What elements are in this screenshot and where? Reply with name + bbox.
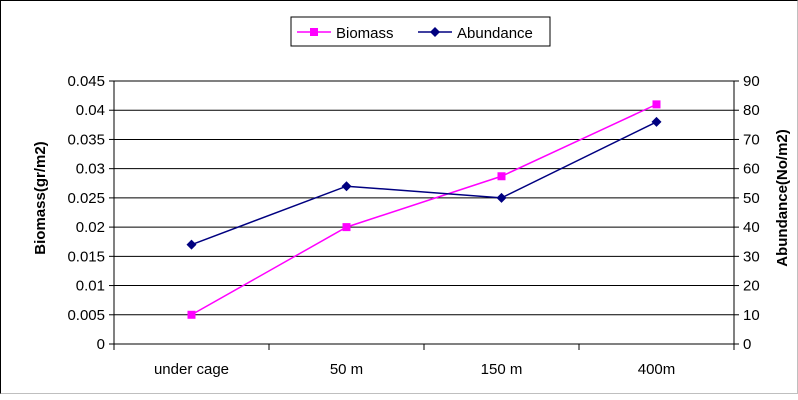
legend-abundance-label: Abundance <box>457 25 533 42</box>
y-left-tick-label: 0.04 <box>76 102 105 119</box>
legend: Biomass Abundance <box>290 16 551 47</box>
y-left-tick-label: 0.015 <box>67 248 105 265</box>
biomass-point <box>187 310 196 319</box>
abundance-point <box>186 239 197 250</box>
legend-biomass-label: Biomass <box>336 25 394 42</box>
y-right-tick-label: 10 <box>743 307 760 324</box>
y-left-tick-label: 0.01 <box>76 278 105 295</box>
gridlines <box>114 80 734 316</box>
x-tick-label: 150 m <box>481 361 523 378</box>
y-right-tick-label: 40 <box>743 219 760 236</box>
y-right-tick-label: 20 <box>743 278 760 295</box>
biomass-point <box>497 172 506 181</box>
y-left-tick-label: 0.005 <box>67 307 105 324</box>
y-right-tick-label: 70 <box>743 131 760 148</box>
biomass-series-line <box>191 103 657 316</box>
y-left-tick-label: 0.035 <box>67 131 105 148</box>
legend-abundance-swatch-marker <box>430 27 440 37</box>
x-tick-label: 400m <box>638 361 676 378</box>
series-markers <box>186 100 662 319</box>
series-lines <box>191 103 657 316</box>
y-right-tick-label: 80 <box>743 102 760 119</box>
abundance-series-line <box>191 121 657 246</box>
biomass-point <box>342 223 351 232</box>
y-right-tick-label: 90 <box>743 73 760 90</box>
y-left-tick-label: 0.045 <box>67 73 105 90</box>
axes <box>109 80 739 350</box>
x-tick-label: under cage <box>154 361 229 378</box>
abundance-point <box>341 181 352 192</box>
y-left-tick-label: 0 <box>97 336 105 353</box>
y-right-tick-label: 30 <box>743 248 760 265</box>
x-tick-label: 50 m <box>330 361 363 378</box>
legend-biomass-swatch-marker <box>310 28 318 36</box>
y-right-tick-label: 60 <box>743 161 760 178</box>
biomass-point <box>652 100 661 109</box>
y-left-tick-label: 0.03 <box>76 161 105 178</box>
tick-labels: 0 0 0.005 10 0.01 20 0.015 30 0.02 40 0.025 50 0.03 6… <box>67 73 759 378</box>
y-axis-right-title: Abundance(No/m2) <box>774 129 791 267</box>
y-left-tick-label: 0.025 <box>67 190 105 207</box>
y-axis-left-title: Biomass(gr/m2) <box>32 141 49 254</box>
y-right-tick-label: 50 <box>743 190 760 207</box>
abundance-point <box>651 116 662 127</box>
y-left-tick-label: 0.02 <box>76 219 105 236</box>
abundance-point <box>496 192 507 203</box>
y-right-tick-label: 0 <box>743 336 751 353</box>
